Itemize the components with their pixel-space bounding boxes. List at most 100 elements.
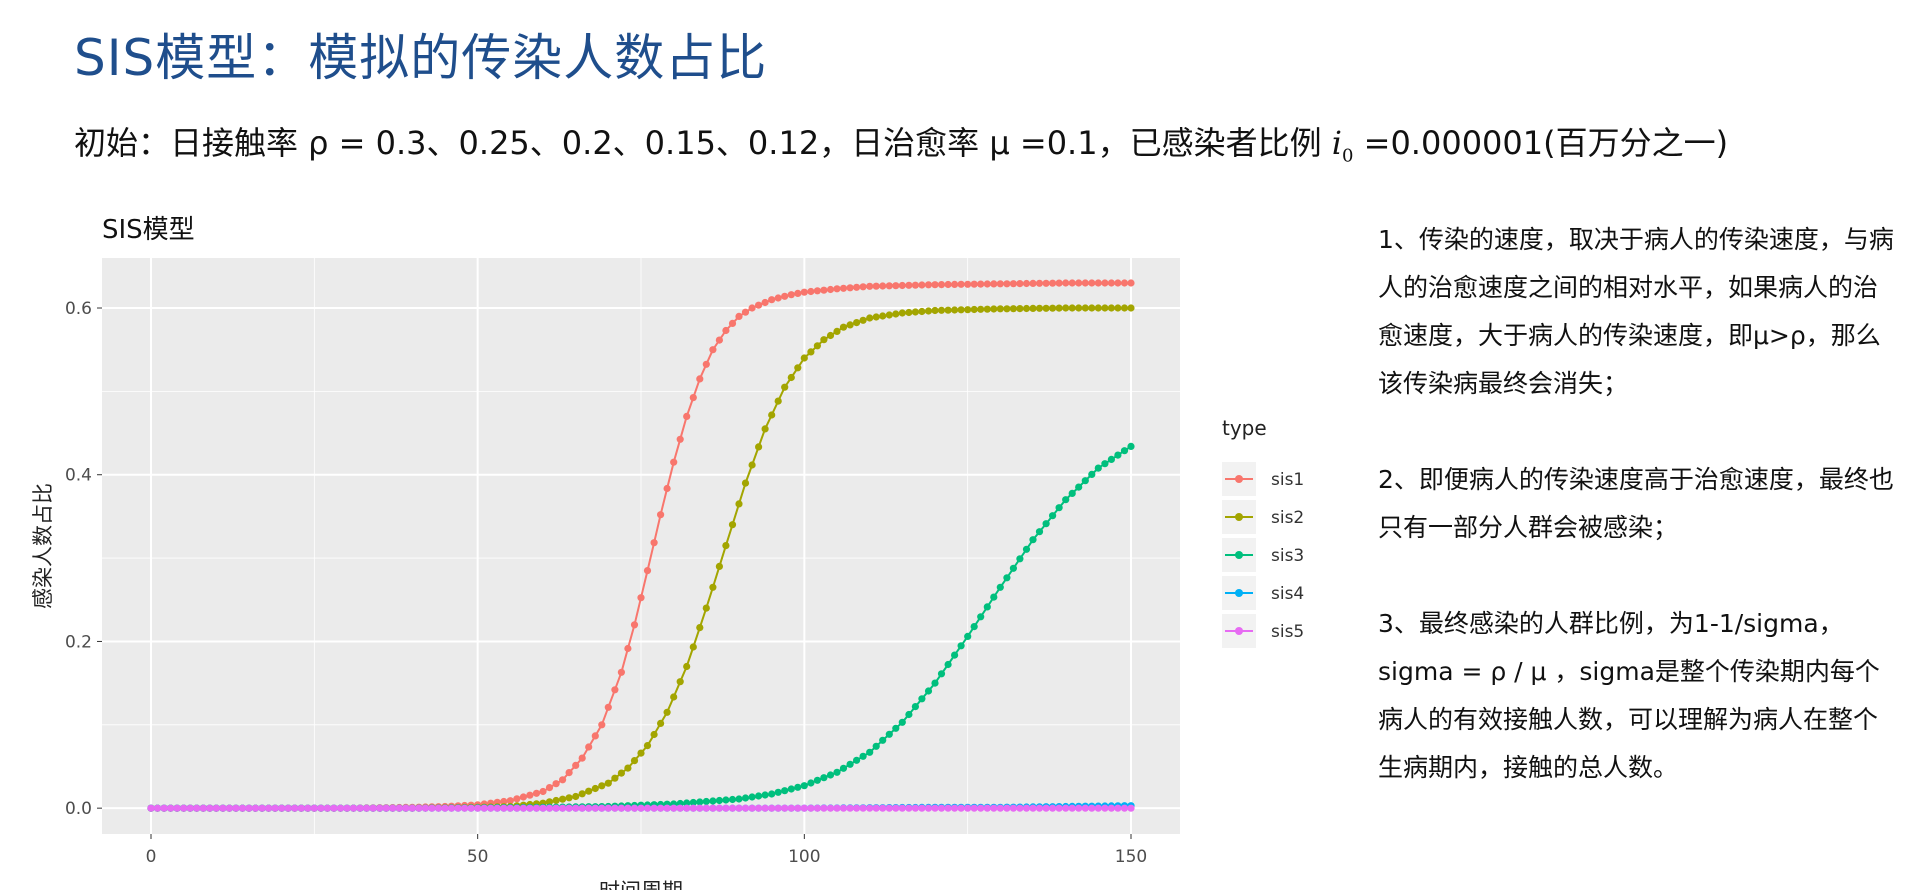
data-point-sis1: [820, 286, 828, 294]
data-point-sis5: [689, 804, 697, 812]
data-point-sis1: [1016, 280, 1024, 288]
data-point-sis2: [1127, 304, 1135, 312]
data-point-sis5: [977, 804, 985, 812]
data-point-sis1: [526, 791, 534, 799]
data-point-sis5: [545, 804, 554, 812]
x-tick-label: 50: [467, 847, 489, 867]
data-point-sis5: [944, 804, 952, 812]
data-point-sis1: [990, 280, 998, 288]
data-point-sis5: [957, 804, 965, 812]
data-point-sis5: [258, 804, 266, 812]
data-point-sis5: [206, 804, 214, 812]
data-point-sis5: [787, 804, 795, 812]
data-point-sis1: [813, 287, 822, 295]
data-point-sis3: [728, 795, 737, 804]
data-point-sis5: [532, 804, 541, 812]
data-point-sis2: [1009, 305, 1018, 313]
data-point-sis5: [232, 804, 240, 812]
data-point-sis5: [585, 804, 593, 812]
data-point-sis2: [650, 730, 658, 739]
data-point-sis2: [964, 306, 972, 314]
data-point-sis1: [513, 795, 521, 803]
data-point-sis2: [630, 757, 639, 765]
data-point-sis1: [1042, 279, 1050, 287]
data-point-sis3: [1075, 483, 1083, 491]
data-point-sis3: [787, 785, 795, 793]
data-point-sis2: [996, 305, 1004, 313]
data-point-sis2: [931, 306, 939, 315]
data-point-sis3: [755, 792, 763, 800]
data-point-sis5: [643, 804, 652, 812]
data-point-sis5: [983, 804, 991, 812]
data-point-sis3: [839, 764, 848, 772]
data-point-sis2: [552, 796, 560, 805]
data-point-sis5: [291, 804, 299, 812]
data-point-sis1: [768, 296, 776, 304]
data-point-sis5: [813, 804, 822, 812]
data-point-sis1: [1035, 279, 1044, 287]
data-point-sis1: [630, 621, 639, 629]
data-point-sis2: [565, 794, 573, 802]
subtitle-suffix: =0.000001(百万分之一): [1353, 124, 1729, 162]
data-point-sis3: [996, 583, 1004, 591]
data-point-sis5: [578, 804, 586, 812]
data-point-sis3: [1127, 442, 1135, 450]
data-point-sis2: [643, 742, 652, 750]
data-point-sis5: [761, 804, 769, 812]
data-point-sis2: [689, 643, 697, 651]
data-point-sis5: [186, 804, 194, 812]
data-point-sis5: [147, 804, 155, 812]
data-point-sis2: [879, 312, 887, 320]
data-point-sis5: [702, 804, 710, 812]
data-point-sis1: [591, 732, 599, 740]
data-point-sis1: [728, 319, 737, 327]
data-point-sis2: [951, 306, 959, 314]
data-point-sis2: [617, 769, 626, 777]
sis-chart: SIS模型 0 50 100 150 0.0 0.2 0.4 0.6 时间周期 感染人数占比 type…: [31, 215, 1304, 890]
data-point-sis3: [1120, 447, 1129, 455]
data-point-sis5: [506, 804, 514, 812]
data-point-sis5: [650, 804, 658, 812]
data-point-sis3: [872, 742, 880, 750]
data-point-sis5: [996, 804, 1004, 812]
data-point-sis1: [741, 308, 750, 316]
data-point-sis5: [768, 804, 776, 812]
data-point-sis5: [826, 804, 835, 812]
series-sis5: [147, 804, 1135, 812]
data-point-sis1: [774, 294, 782, 302]
data-point-sis3: [1114, 451, 1122, 459]
data-point-sis2: [1003, 305, 1011, 313]
data-point-sis1: [663, 484, 671, 493]
data-point-sis5: [284, 804, 292, 812]
data-point-sis2: [1088, 304, 1096, 312]
data-point-sis2: [611, 774, 619, 782]
data-point-sis5: [833, 804, 841, 812]
data-point-sis3: [885, 730, 893, 738]
data-point-sis5: [441, 804, 449, 812]
data-point-sis5: [866, 804, 874, 812]
data-point-sis1: [1120, 279, 1129, 287]
legend-marker-sis1: [1235, 475, 1243, 483]
data-point-sis3: [1042, 520, 1050, 528]
data-point-sis2: [761, 425, 769, 433]
legend-label-sis4: sis4: [1271, 584, 1304, 604]
data-point-sis5: [624, 804, 632, 812]
data-point-sis2: [741, 479, 750, 487]
data-point-sis2: [774, 397, 782, 405]
data-point-sis1: [846, 284, 854, 292]
data-point-sis3: [1094, 464, 1102, 472]
slide-title: SIS模型：模拟的传染人数占比: [74, 29, 768, 87]
data-point-sis2: [559, 795, 567, 803]
data-point-sis5: [846, 804, 854, 812]
data-point-sis5: [225, 804, 233, 812]
data-point-sis2: [1101, 304, 1109, 312]
data-point-sis1: [611, 686, 619, 694]
data-point-sis1: [853, 283, 861, 291]
data-point-sis2: [748, 461, 756, 469]
data-point-sis5: [251, 804, 260, 812]
data-point-sis1: [1094, 279, 1102, 287]
legend-label-sis2: sis2: [1271, 508, 1304, 528]
data-point-sis1: [617, 668, 626, 676]
data-point-sis5: [552, 804, 560, 812]
data-point-sis5: [879, 804, 887, 812]
